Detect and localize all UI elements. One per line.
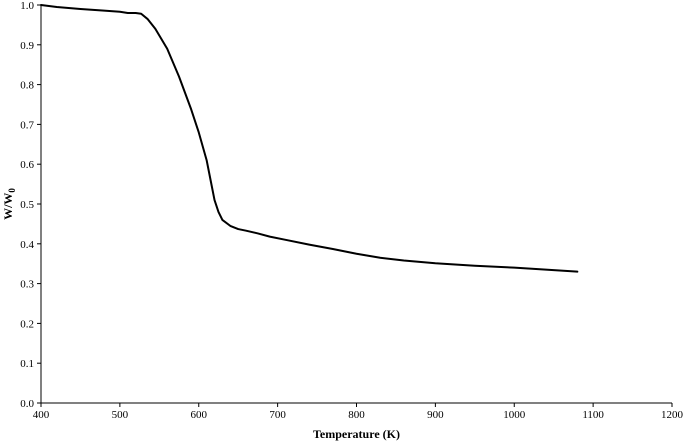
x-tick-label: 1200 [661,409,684,421]
x-tick-label: 700 [269,409,286,421]
y-axis-title: W/W0 [1,188,17,220]
y-tick-label: 0.8 [20,80,34,92]
series-line [40,4,579,273]
x-tick-label: 1000 [503,409,526,421]
x-tick-label: 500 [112,409,129,421]
x-tick-label: 400 [33,409,50,421]
y-tick-label: 0.1 [20,358,34,370]
x-tick-label: 1100 [582,409,604,421]
x-tick-label: 900 [427,409,444,421]
y-tick-label: 0.7 [20,119,34,131]
y-tick-label: 1.0 [20,0,34,12]
x-axis-title: Temperature (K) [313,427,400,441]
y-axis-ticks: 0.0 0.1 0.2 0.3 0.4 0.5 0.6 0.7 0.8 0.9 1.0 [20,0,41,410]
x-tick-label: 800 [348,409,365,421]
y-axis-title-main: W/W [1,193,15,220]
y-tick-label: 0.2 [20,318,34,330]
y-tick-label: 0.3 [20,279,34,291]
y-axis-title-subscript: 0 [7,188,17,193]
x-tick-label: 600 [191,409,208,421]
y-tick-label: 0.9 [20,40,34,52]
y-tick-label: 0.4 [20,239,34,251]
x-axis-ticks: 400 500 600 700 800 900 1000 1100 1200 [33,403,684,421]
y-tick-label: 0.0 [20,398,34,410]
y-tick-label: 0.5 [20,199,34,211]
y-tick-label: 0.6 [20,159,34,171]
